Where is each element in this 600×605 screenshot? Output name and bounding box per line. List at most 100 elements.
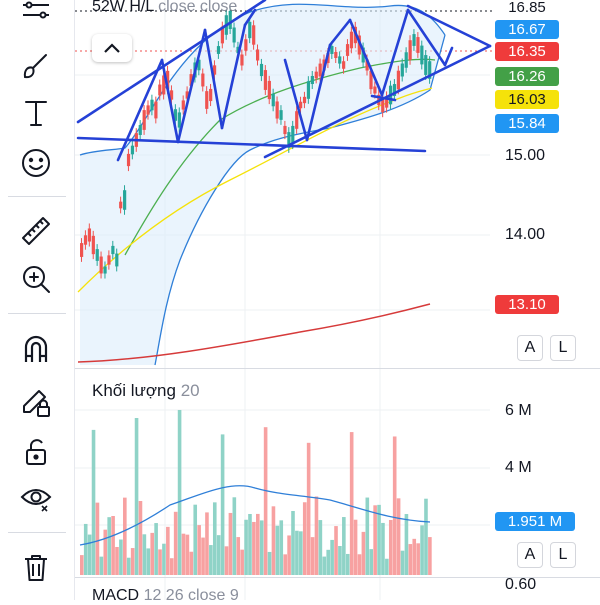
trendline-drawings — [76, 0, 492, 162]
wave-line — [176, 28, 207, 144]
wave-line — [406, 8, 447, 67]
candle-body — [103, 266, 107, 274]
volume-bar — [424, 498, 428, 575]
volume-bar — [381, 522, 385, 575]
eye-icon[interactable] — [13, 477, 59, 517]
candle-body — [236, 46, 240, 54]
candle-body — [412, 34, 416, 46]
candle-body — [228, 10, 232, 30]
price-tag: 16.85 — [495, 0, 559, 17]
candle-body — [256, 49, 260, 61]
volume-period: 20 — [180, 381, 200, 400]
candle-body — [142, 110, 146, 130]
candle-body — [361, 47, 365, 63]
volume-bar — [306, 442, 311, 575]
lock-drawings-icon[interactable] — [13, 382, 59, 422]
candle-body — [154, 101, 158, 119]
candle-body — [232, 27, 236, 43]
volume-bar — [385, 558, 389, 575]
candle-body — [345, 44, 350, 56]
wave-line — [160, 58, 180, 144]
pane-divider[interactable] — [75, 368, 600, 369]
chevron-up-icon — [104, 43, 120, 53]
triangle-upper — [406, 4, 492, 48]
volume-bar — [252, 521, 256, 575]
candle-body — [318, 63, 322, 77]
volume-bar — [299, 531, 303, 575]
candle-body — [302, 96, 307, 104]
wave-line — [348, 18, 384, 97]
price-tag: 16.26 — [495, 67, 559, 86]
volume-bar — [244, 519, 248, 575]
collapse-legend-button[interactable] — [92, 34, 132, 62]
candle-body — [428, 61, 432, 79]
wave-line — [243, 8, 257, 27]
log-scale-button[interactable]: L — [550, 542, 576, 568]
volume-bar — [420, 525, 424, 575]
volume-bar — [216, 535, 221, 575]
brush-icon[interactable] — [13, 46, 59, 86]
emoji-icon[interactable] — [13, 143, 59, 183]
crosshair-tool-icon[interactable] — [13, 0, 59, 34]
candle-body — [271, 93, 275, 107]
volume-bar — [138, 501, 143, 575]
magnet-icon[interactable] — [13, 329, 59, 369]
ma20-line — [124, 58, 436, 256]
volume-bar — [80, 555, 84, 575]
trendline-lower — [263, 44, 492, 159]
volume-bar — [334, 526, 338, 575]
candle-body — [197, 59, 201, 71]
volume-bar — [228, 512, 233, 575]
candle-body — [146, 105, 150, 115]
candle-body — [424, 55, 428, 75]
volume-bar — [342, 517, 346, 575]
unlock-icon[interactable] — [13, 432, 59, 472]
candle-body — [295, 111, 299, 129]
auto-scale-button[interactable]: A — [517, 542, 543, 568]
candle-body — [334, 51, 338, 59]
ruler-icon[interactable] — [13, 211, 59, 251]
volume-bar — [212, 502, 217, 575]
volume-bar — [115, 546, 119, 575]
candle-body — [158, 84, 162, 96]
candle-body — [369, 70, 373, 90]
candle-body — [365, 59, 369, 71]
candle-body — [248, 21, 252, 39]
candle-body — [150, 99, 154, 111]
auto-scale-button[interactable]: A — [517, 335, 543, 361]
volume-bar — [123, 497, 127, 575]
band-fill — [80, 4, 445, 365]
volume-bar — [357, 554, 362, 575]
trash-icon[interactable] — [13, 548, 59, 588]
volume-tag: 1.951 M — [495, 512, 575, 531]
volume-bar — [177, 409, 182, 575]
text-icon[interactable] — [13, 93, 59, 133]
candle-body — [310, 75, 314, 85]
volume-bar — [287, 535, 291, 575]
candle-body — [240, 54, 244, 66]
candle-body — [349, 31, 354, 49]
candle-body — [416, 37, 420, 53]
log-scale-button[interactable]: L — [550, 335, 576, 361]
candle-body — [83, 235, 88, 245]
volume-bar — [388, 519, 393, 575]
pane-divider[interactable] — [75, 577, 600, 578]
candle-body — [212, 65, 217, 75]
zoom-in-icon[interactable] — [13, 259, 59, 299]
volume-bar — [373, 505, 377, 575]
volume-bar — [209, 545, 213, 575]
ma50-line — [77, 87, 433, 293]
candle-body — [99, 256, 103, 274]
lower-band — [154, 34, 446, 366]
price-tag: 16.03 — [495, 90, 559, 109]
volume-bar — [201, 537, 205, 575]
volume-pane-title: Khối lượng 20 — [92, 381, 200, 401]
volume-bar — [232, 497, 237, 575]
volume-bar — [322, 556, 327, 575]
candle-body — [123, 190, 127, 210]
volume-bar — [224, 546, 229, 575]
volume-bar — [166, 526, 170, 575]
volume-bar — [134, 418, 139, 575]
